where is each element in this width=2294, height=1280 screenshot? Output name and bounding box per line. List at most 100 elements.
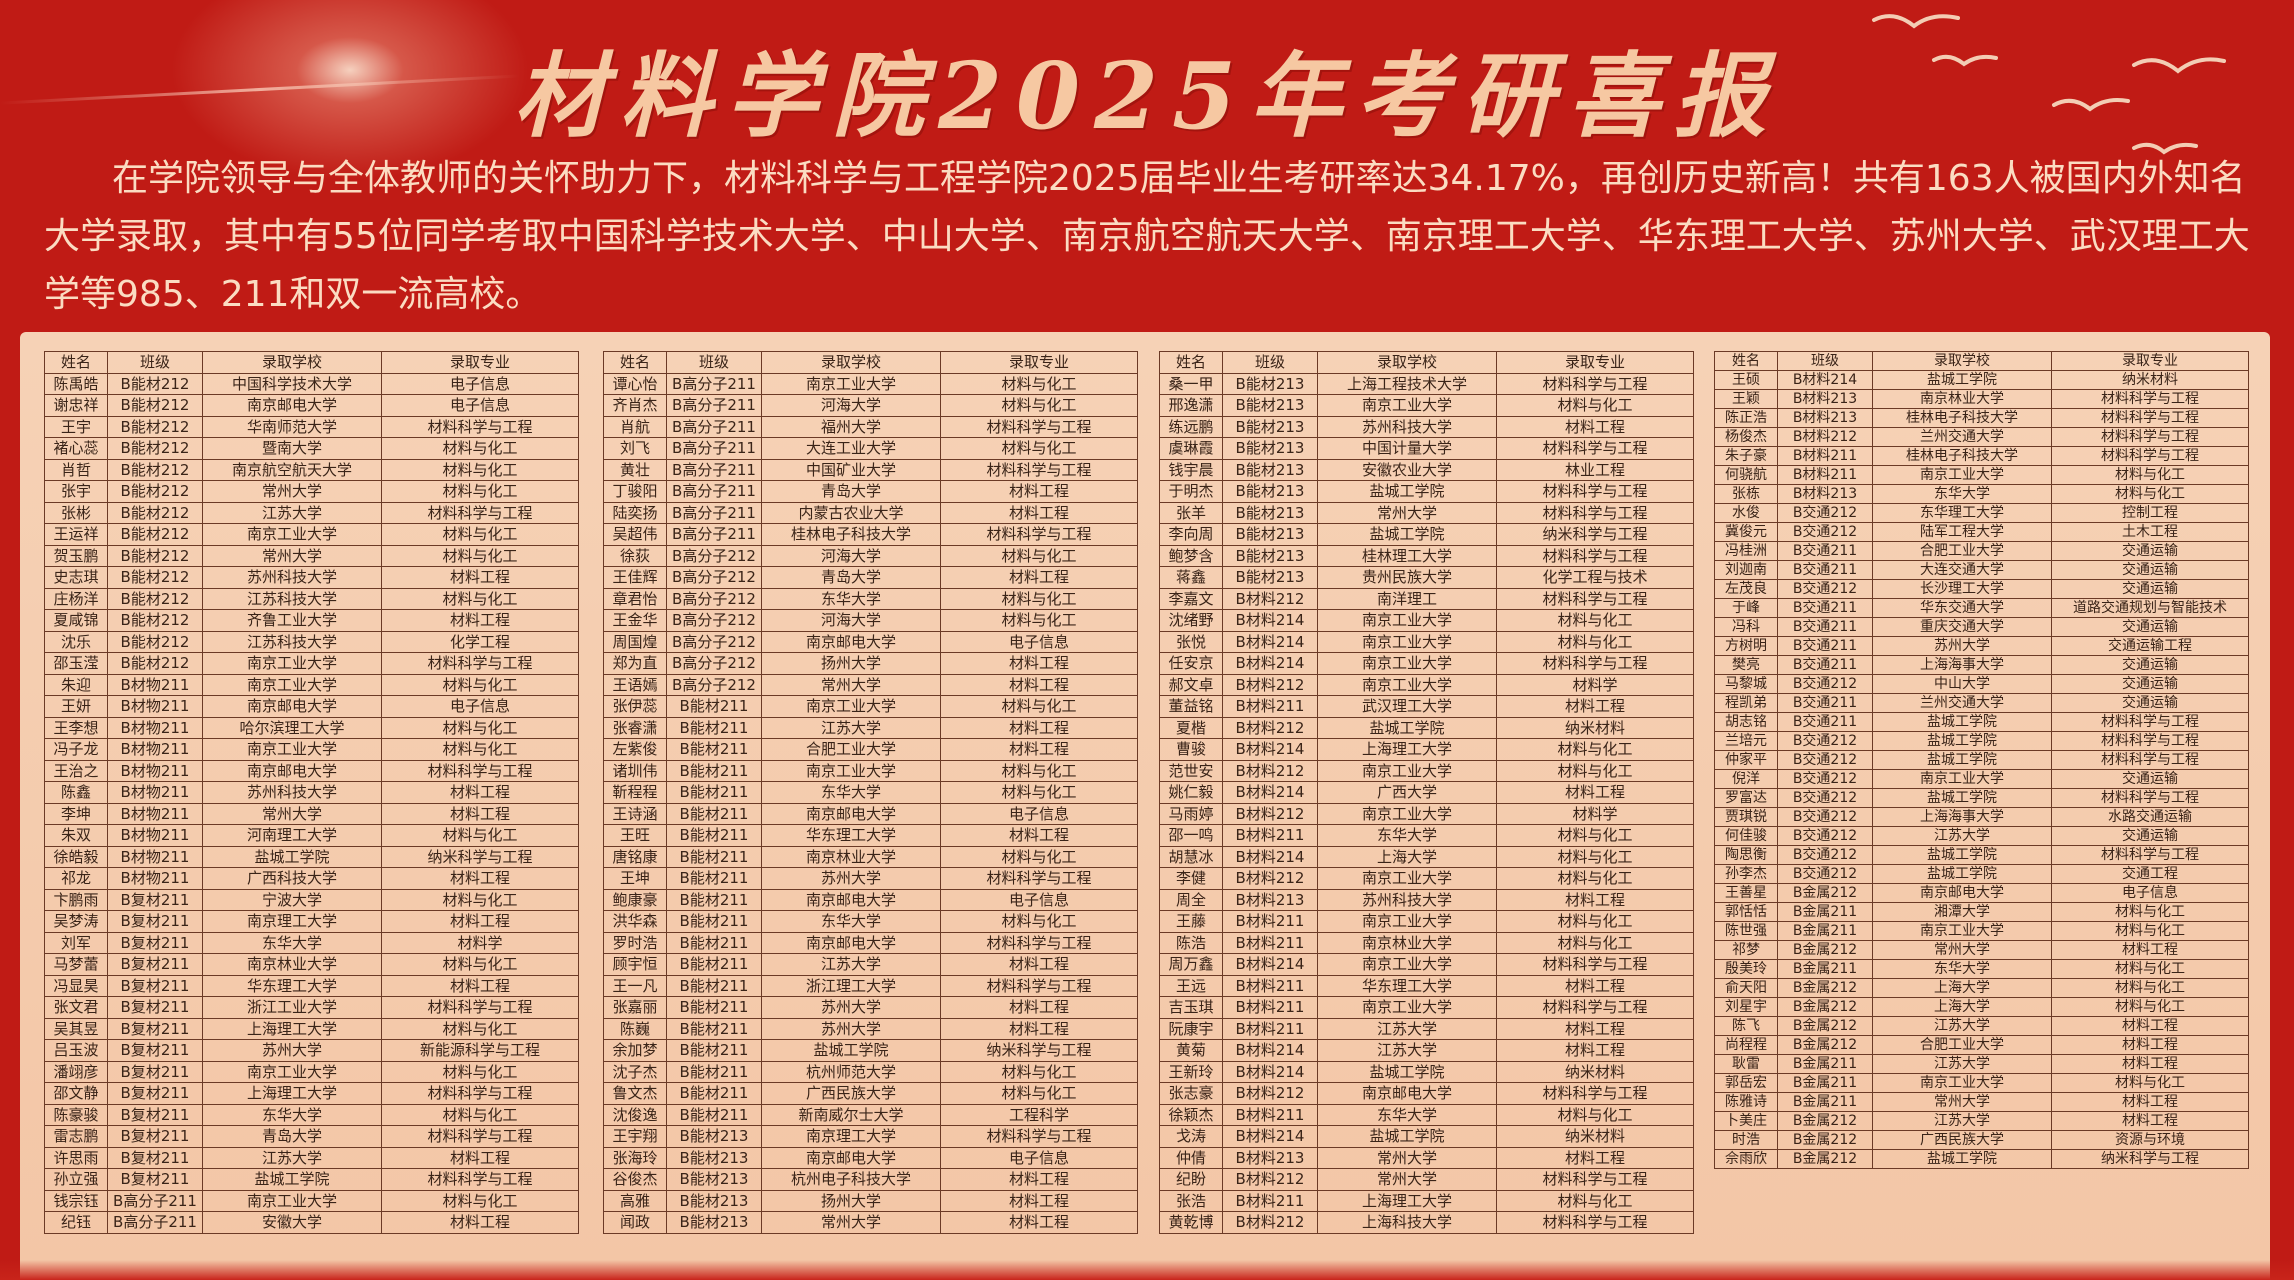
cell-school: 武汉理工大学 [1317,695,1497,718]
cell-school: 盐城工学院 [1317,523,1497,546]
cell-major: 材料工程 [940,1189,1138,1212]
cell-school: 东华大学 [761,587,941,610]
cell-class: B能材212 [107,566,203,589]
cell-name: 史志琪 [44,566,108,589]
cell-school: 中国矿业大学 [761,458,941,481]
cell-major: 材料与化工 [1496,867,1694,890]
table-row: 王硕 B材料214 盐城工学院 纳米材料 [1714,370,2249,390]
cell-school: 常州大学 [202,480,382,503]
cell-name: 吴超伟 [603,523,667,546]
cell-school: 南京邮电大学 [1317,1082,1497,1105]
cell-class: B能材213 [1222,415,1318,438]
cell-name: 靳程程 [603,781,667,804]
column-header-major: 录取专业 [940,351,1138,374]
cell-school: 南京工业大学 [1317,394,1497,417]
cell-school: 苏州大学 [202,1039,382,1062]
column-header-name: 姓名 [1159,351,1223,374]
cell-major: 材料科学与工程 [940,415,1138,438]
cell-name: 仲家平 [1714,750,1778,770]
table-row: 邵玉滢 B能材212 南京工业大学 材料科学与工程 [44,652,579,675]
cell-class: B能材211 [666,910,762,933]
column-header-name: 姓名 [1714,351,1778,371]
cell-name: 庄杨洋 [44,587,108,610]
table-row: 王新玲 B材料214 盐城工学院 纳米材料 [1159,1060,1694,1083]
table-row: 练远鹏 B能材213 苏州科技大学 材料工程 [1159,415,1694,438]
cell-school: 南京工业大学 [1872,769,2052,789]
cell-school: 南京工业大学 [1317,652,1497,675]
cell-school: 常州大学 [202,544,382,567]
cell-class: B金属211 [1777,1073,1873,1093]
cell-name: 冯科 [1714,617,1778,637]
cell-class: B材料212 [1222,1082,1318,1105]
table-row: 戈涛 B材料214 盐城工学院 纳米材料 [1159,1125,1694,1148]
cell-class: B复材211 [107,1060,203,1083]
cell-school: 福州大学 [761,415,941,438]
cell-major: 材料科学与工程 [2051,712,2249,732]
table-header-row: 姓名 班级 录取学校 录取专业 [1714,351,2249,371]
column-header-class: 班级 [1222,351,1318,374]
cell-name: 蒋鑫 [1159,566,1223,589]
table-row: 卞鹏雨 B复材211 宁波大学 材料与化工 [44,888,579,911]
table-row: 黄菊 B材料214 江苏大学 材料工程 [1159,1039,1694,1062]
cell-major: 电子信息 [381,695,579,718]
cell-major: 材料与化工 [2051,1073,2249,1093]
cell-major: 材料与化工 [940,372,1138,395]
cell-name: 吴梦涛 [44,910,108,933]
cell-school: 南京工业大学 [1872,921,2052,941]
cell-major: 纳米科学与工程 [2051,1149,2249,1169]
cell-major: 纳米材料 [2051,370,2249,390]
cell-major: 新能源科学与工程 [381,1039,579,1062]
cell-class: B复材211 [107,974,203,997]
cell-class: B能材212 [107,437,203,460]
cell-school: 南京工业大学 [1872,465,2052,485]
cell-class: B金属211 [1777,1092,1873,1112]
cell-class: B材料214 [1222,738,1318,761]
cell-school: 东华大学 [1872,484,2052,504]
cell-school: 桂林电子科技大学 [761,523,941,546]
table-row: 谷俊杰 B能材213 杭州电子科技大学 材料工程 [603,1168,1138,1191]
table-row: 郭恬恬 B金属211 湘潭大学 材料与化工 [1714,902,2249,922]
cell-class: B材料214 [1222,1125,1318,1148]
cell-class: B能材211 [666,781,762,804]
cell-class: B交通211 [1777,655,1873,675]
table-row: 周国煌 B高分子212 南京邮电大学 电子信息 [603,630,1138,653]
cell-name: 周全 [1159,888,1223,911]
cell-school: 东华大学 [202,931,382,954]
cell-class: B复材211 [107,953,203,976]
cell-name: 郭岳宏 [1714,1073,1778,1093]
table-header-row: 姓名 班级 录取学校 录取专业 [603,351,1138,374]
cell-school: 盐城工学院 [1872,788,2052,808]
cell-name: 陈飞 [1714,1016,1778,1036]
table-row: 陈巍 B能材211 苏州大学 材料工程 [603,1017,1138,1040]
column-header-name: 姓名 [603,351,667,374]
cell-school: 盐城工学院 [202,845,382,868]
cell-school: 河南理工大学 [202,824,382,847]
cell-class: B能材211 [666,931,762,954]
cell-class: B能材213 [1222,458,1318,481]
cell-name: 王旺 [603,824,667,847]
cell-class: B材物211 [107,845,203,868]
column-header-class: 班级 [107,351,203,374]
table-row: 邵一鸣 B材料211 东华大学 材料与化工 [1159,824,1694,847]
table-row: 程凯弟 B交通211 兰州交通大学 交通运输 [1714,693,2249,713]
cell-major: 材料与化工 [381,824,579,847]
table-row: 张志豪 B材料212 南京邮电大学 材料科学与工程 [1159,1082,1694,1105]
cell-name: 郭恬恬 [1714,902,1778,922]
table-row: 贺玉鹏 B能材212 常州大学 材料与化工 [44,544,579,567]
cell-class: B能材212 [107,372,203,395]
table-row: 肖航 B高分子211 福州大学 材料科学与工程 [603,415,1138,438]
cell-name: 沈乐 [44,630,108,653]
cell-school: 江苏科技大学 [202,630,382,653]
table-row: 陈世强 B金属211 南京工业大学 材料与化工 [1714,921,2249,941]
table-row: 李向周 B能材213 盐城工学院 纳米科学与工程 [1159,523,1694,546]
cell-name: 沈俊逸 [603,1103,667,1126]
cell-class: B复材211 [107,888,203,911]
cell-school: 大连交通大学 [1872,560,2052,580]
cell-major: 材料与化工 [940,609,1138,632]
cell-school: 青岛大学 [202,1125,382,1148]
cell-major: 材料科学与工程 [381,1082,579,1105]
cell-major: 材料科学与工程 [1496,544,1694,567]
cell-name: 孙立强 [44,1168,108,1191]
cell-name: 王颖 [1714,389,1778,409]
cell-major: 材料工程 [381,781,579,804]
